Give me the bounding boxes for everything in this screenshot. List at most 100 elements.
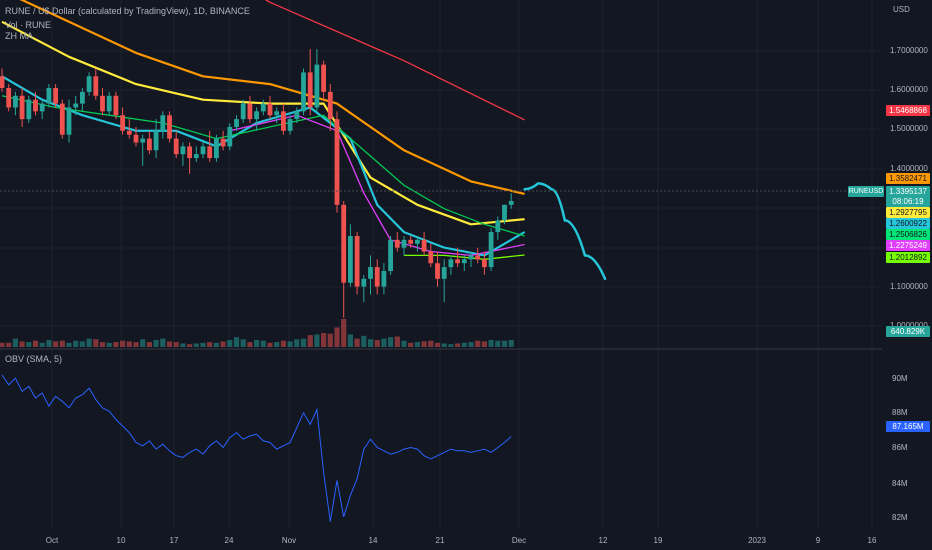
candle-body: [341, 204, 347, 283]
candle-body: [227, 126, 233, 147]
price-tag: 1.3582471: [886, 173, 930, 184]
price-tag: 1.2012892: [886, 252, 930, 263]
volume-bar: [200, 342, 206, 347]
candle-body: [267, 103, 273, 116]
volume-bar: [73, 340, 79, 347]
time-tick: 9: [815, 536, 821, 545]
volume-bar: [220, 341, 226, 347]
candle-body: [220, 138, 226, 147]
candle-body: [334, 119, 340, 205]
candle-body: [167, 115, 172, 139]
candle-body: [207, 146, 213, 159]
obv-legend[interactable]: OBV (SMA, 5): [5, 354, 63, 364]
axis-unit-label[interactable]: USD: [893, 5, 910, 14]
volume-bar: [401, 340, 407, 347]
volume-bar: [32, 340, 39, 347]
time-tick: 10: [116, 536, 126, 545]
candle-body: [106, 95, 112, 112]
candle-body: [93, 76, 99, 96]
obv-path: [1, 374, 512, 522]
volume-bar: [300, 338, 307, 347]
candle-body: [287, 119, 293, 131]
candle-body: [294, 111, 300, 120]
volume-bar: [227, 340, 233, 347]
volume-bar: [166, 341, 173, 347]
candle-body: [180, 146, 186, 155]
chart-title[interactable]: RUNE / U$ Dollar (calculated by TradingV…: [5, 6, 250, 16]
volume-bar: [475, 340, 481, 347]
volume-bar: [481, 341, 487, 347]
time-tick: 16: [867, 536, 877, 545]
volume-bar: [0, 342, 5, 347]
candlesticks: [0, 49, 514, 318]
candle-body: [240, 103, 246, 120]
volume-legend[interactable]: Vol · RUNE: [5, 20, 52, 30]
candle-body: [421, 239, 427, 252]
candle-body: [475, 255, 481, 260]
volume-bar: [193, 343, 199, 347]
candle-body: [361, 278, 367, 287]
candle-body: [488, 232, 494, 268]
volume-bar: [160, 338, 166, 347]
candle-body: [100, 95, 105, 112]
candle-body: [33, 99, 38, 112]
candle-body: [120, 115, 125, 131]
forecast-path: [523, 182, 607, 281]
symbol-tag[interactable]: RUNEUSD: [848, 186, 884, 197]
candle-body: [26, 99, 32, 120]
volume-bar: [99, 342, 106, 347]
candle-body: [193, 154, 199, 159]
candle-body: [508, 200, 514, 205]
candle-body: [247, 103, 253, 120]
candle-body: [19, 95, 25, 120]
volume-bar: [59, 340, 65, 347]
volume-bar: [120, 340, 126, 347]
volume-bar: [468, 342, 474, 347]
volume-bar: [12, 338, 18, 347]
ma-line: [229, 114, 525, 257]
candle-body: [374, 267, 380, 287]
volume-bar: [508, 340, 514, 347]
candle-body: [39, 103, 45, 112]
volume-bar: [501, 340, 508, 347]
candle-body: [327, 91, 333, 120]
candle-body: [348, 235, 353, 283]
candle-body: [428, 251, 434, 264]
volume-bar: [455, 343, 461, 347]
price-tick: 1.4000000: [890, 164, 928, 173]
volume-bar: [79, 341, 85, 347]
volume-bar: [240, 339, 246, 347]
volume-bar: [294, 339, 300, 347]
volume-bar: [448, 344, 454, 347]
volume-bar: [287, 341, 293, 347]
price-tag: 08:06:19: [886, 196, 930, 207]
candle-body: [6, 87, 12, 108]
candle-body: [0, 76, 5, 88]
volume-bar: [86, 338, 92, 347]
price-tick: 1.6000000: [890, 85, 928, 94]
volume-bar: [374, 340, 380, 347]
obv-tick: 90M: [892, 374, 908, 383]
volume-bar: [146, 342, 152, 347]
candle-body: [173, 138, 179, 155]
volume-bar: [495, 340, 501, 347]
candle-body: [234, 119, 239, 127]
obv-line: [1, 374, 512, 522]
volume-bar: [274, 342, 280, 347]
time-tick: 12: [598, 536, 608, 545]
candle-body: [59, 103, 65, 135]
candle-body: [113, 95, 119, 116]
volume-bar: [434, 342, 441, 347]
volume-bar: [341, 319, 347, 347]
candle-body: [368, 267, 373, 279]
obv-tick: 86M: [892, 443, 908, 452]
time-tick: 19: [653, 536, 663, 545]
ma-line: [264, 0, 525, 121]
volume-bar: [334, 327, 340, 347]
volume-bar: [6, 342, 12, 347]
ma-legend[interactable]: ZH MA: [5, 31, 33, 41]
candle-body: [502, 204, 507, 221]
candle-body: [160, 115, 166, 131]
candle-body: [133, 134, 139, 143]
